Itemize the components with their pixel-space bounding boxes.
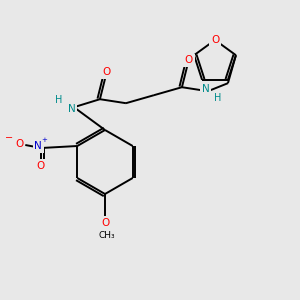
Text: H: H — [214, 93, 222, 103]
Text: N: N — [202, 84, 210, 94]
Text: O: O — [36, 161, 44, 171]
Text: H: H — [55, 95, 63, 105]
Text: O: O — [211, 35, 219, 45]
Text: −: − — [5, 133, 13, 143]
Text: O: O — [103, 67, 111, 77]
Text: O: O — [185, 55, 193, 65]
Text: O: O — [101, 218, 109, 228]
Text: CH₃: CH₃ — [99, 232, 115, 241]
Text: +: + — [41, 137, 47, 143]
Text: O: O — [15, 139, 23, 149]
Text: N: N — [34, 141, 42, 151]
Text: N: N — [68, 104, 76, 114]
